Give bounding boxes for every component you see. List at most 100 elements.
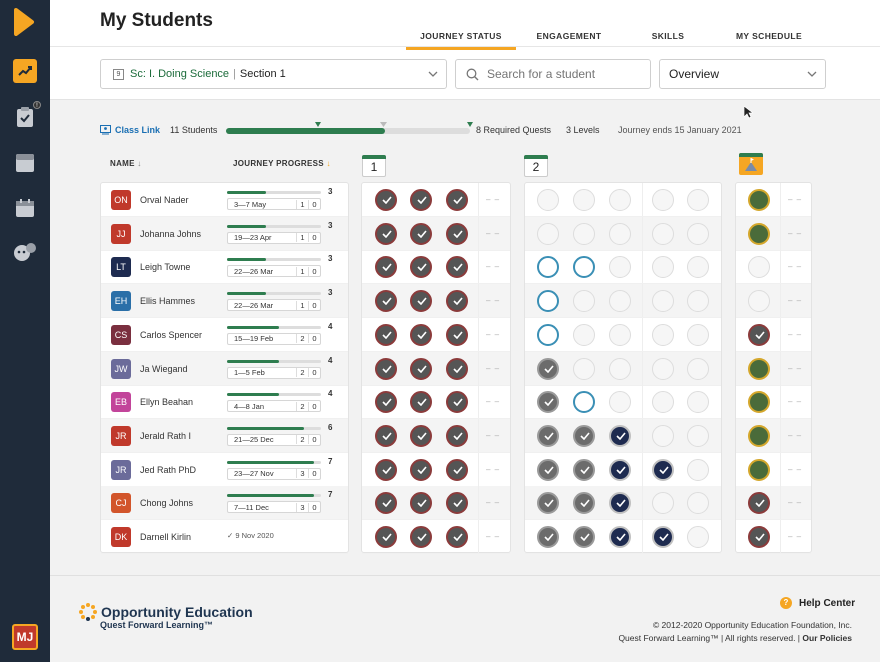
quest-badge[interactable] <box>748 492 770 515</box>
student-name[interactable]: Chong Johns <box>140 498 194 509</box>
quest-badge[interactable] <box>410 492 432 515</box>
quest-badge[interactable] <box>609 256 631 279</box>
quest-badge[interactable] <box>537 357 559 380</box>
quest-badge[interactable] <box>573 323 595 346</box>
quest-badge[interactable] <box>573 424 595 447</box>
quest-badge[interactable] <box>652 391 674 414</box>
quest-badge[interactable] <box>687 256 709 279</box>
quest-badge[interactable] <box>375 492 397 515</box>
quest-badge[interactable] <box>748 424 770 447</box>
student-name[interactable]: Jed Rath PhD <box>140 464 197 475</box>
quest-badge[interactable] <box>573 189 595 211</box>
column-name-header[interactable]: NAME ↓ <box>110 159 142 168</box>
quest-badge[interactable] <box>748 357 770 380</box>
student-name[interactable]: Carlos Spencer <box>140 329 203 340</box>
quest-badge[interactable] <box>687 290 709 313</box>
quest-badge[interactable] <box>573 458 595 481</box>
quest-badge[interactable] <box>410 222 432 245</box>
nav-community-icon[interactable] <box>13 240 37 264</box>
quest-badge[interactable] <box>537 391 559 414</box>
quest-badge[interactable] <box>446 323 468 346</box>
quest-badge[interactable] <box>652 256 674 279</box>
quest-badge[interactable] <box>446 256 468 279</box>
quest-badge[interactable] <box>573 256 595 279</box>
quest-badge[interactable] <box>410 458 432 481</box>
quest-badge[interactable] <box>446 357 468 380</box>
quest-badge[interactable] <box>446 458 468 481</box>
quest-badge[interactable] <box>537 256 559 279</box>
quest-badge[interactable] <box>537 424 559 447</box>
student-name[interactable]: Leigh Towne <box>140 262 191 273</box>
nav-calendar-icon[interactable] <box>13 196 37 220</box>
student-row[interactable]: EH Ellis Hammes 3 22—26 Mar 1 0 <box>101 284 348 319</box>
quest-badge[interactable] <box>573 222 595 245</box>
quest-badge[interactable] <box>375 256 397 279</box>
student-row[interactable]: CJ Chong Johns 7 7—11 Dec 3 0 <box>101 486 348 521</box>
student-search[interactable] <box>455 59 651 89</box>
quest-badge[interactable] <box>375 391 397 414</box>
quest-badge[interactable] <box>687 222 709 245</box>
nav-panel-icon[interactable] <box>13 151 37 175</box>
quest-badge[interactable] <box>609 189 631 211</box>
quest-badge[interactable] <box>609 458 631 481</box>
quest-badge[interactable] <box>375 357 397 380</box>
quest-badge[interactable] <box>375 526 397 548</box>
quest-badge[interactable] <box>609 323 631 346</box>
tab-engagement[interactable]: ENGAGEMENT <box>536 31 602 41</box>
student-row[interactable]: JJ Johanna Johns 3 19—23 Apr 1 0 <box>101 216 348 251</box>
student-name[interactable]: Jerald Rath I <box>140 430 192 441</box>
quest-badge[interactable] <box>687 458 709 481</box>
student-name[interactable]: Darnell Kirlin <box>140 532 192 542</box>
quest-badge[interactable] <box>410 256 432 279</box>
course-select[interactable]: 9 Sc: I. Doing Science | Section 1 <box>100 59 447 89</box>
quest-badge[interactable] <box>748 323 770 346</box>
quest-badge[interactable] <box>609 424 631 447</box>
quest-badge[interactable] <box>537 492 559 515</box>
quest-badge[interactable] <box>410 391 432 414</box>
quest-badge[interactable] <box>410 424 432 447</box>
quest-badge[interactable] <box>652 222 674 245</box>
view-select[interactable]: Overview <box>659 59 826 89</box>
tab-journey-status[interactable]: JOURNEY STATUS <box>406 29 516 50</box>
quest-badge[interactable] <box>537 323 559 346</box>
student-row[interactable]: LT Leigh Towne 3 22—26 Mar 1 0 <box>101 250 348 285</box>
quest-badge[interactable] <box>609 290 631 313</box>
quest-badge[interactable] <box>375 458 397 481</box>
quest-badge[interactable] <box>446 391 468 414</box>
quest-badge[interactable] <box>687 357 709 380</box>
quest-badge[interactable] <box>410 323 432 346</box>
quest-badge[interactable] <box>573 526 595 548</box>
student-row[interactable]: JR Jerald Rath I 6 21—25 Dec 2 0 <box>101 418 348 453</box>
student-name[interactable]: Johanna Johns <box>140 228 202 239</box>
help-center-link[interactable]: ? Help Center <box>780 597 855 609</box>
student-row[interactable]: JR Jed Rath PhD 7 23—27 Nov 3 0 <box>101 453 348 487</box>
student-row[interactable]: DK Darnell Kirlin ✓ 9 Nov 2020 <box>101 520 348 554</box>
quest-badge[interactable] <box>748 189 770 211</box>
quest-badge[interactable] <box>446 290 468 313</box>
nav-tasks-icon[interactable]: ! <box>13 101 41 129</box>
quest-badge[interactable] <box>687 323 709 346</box>
column-progress-header[interactable]: JOURNEY PROGRESS ↓ <box>233 159 331 168</box>
oe-logo[interactable]: Opportunity Education <box>78 602 253 622</box>
quest-badge[interactable] <box>652 290 674 313</box>
quest-badge[interactable] <box>375 222 397 245</box>
quest-badge[interactable] <box>687 492 709 515</box>
class-link[interactable]: Class Link <box>100 125 160 135</box>
quest-badge[interactable] <box>537 222 559 245</box>
quest-badge[interactable] <box>652 492 674 515</box>
quest-badge[interactable] <box>652 323 674 346</box>
quest-badge[interactable] <box>446 492 468 515</box>
quest-badge[interactable] <box>446 189 468 211</box>
student-row[interactable]: EB Ellyn Beahan 4 4—8 Jan 2 0 <box>101 385 348 420</box>
quest-badge[interactable] <box>410 526 432 548</box>
quest-badge[interactable] <box>375 290 397 313</box>
tab-my-schedule[interactable]: MY SCHEDULE <box>735 31 803 41</box>
quest-badge[interactable] <box>609 391 631 414</box>
quest-badge[interactable] <box>537 526 559 548</box>
quest-badge[interactable] <box>748 391 770 414</box>
quest-badge[interactable] <box>410 189 432 211</box>
quest-badge[interactable] <box>687 391 709 414</box>
quest-badge[interactable] <box>375 189 397 211</box>
student-name[interactable]: Orval Nader <box>140 195 189 205</box>
quest-badge[interactable] <box>652 189 674 211</box>
